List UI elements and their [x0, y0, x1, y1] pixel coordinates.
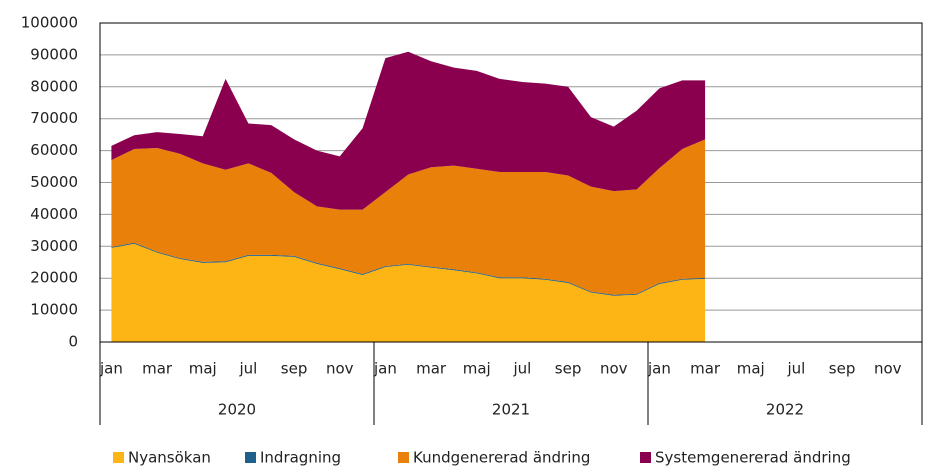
x-tick-label: maj	[463, 360, 491, 378]
area	[111, 51, 706, 210]
x-tick-label: mar	[690, 360, 721, 378]
area	[111, 242, 706, 296]
y-tick-label: 20000	[30, 269, 78, 287]
y-tick-label: 60000	[30, 141, 78, 159]
x-tick-label: jul	[512, 360, 531, 378]
x-tick-label: jan	[647, 360, 671, 378]
y-tick-label: 70000	[30, 109, 78, 127]
plot-border	[99, 22, 923, 343]
legend-swatch	[398, 452, 409, 463]
x-tick-label: nov	[874, 360, 902, 378]
x-tick-label: jul	[238, 360, 257, 378]
legend-label: Nyansökan	[128, 449, 211, 467]
x-tick-label: sep	[281, 360, 308, 378]
year-label: 2022	[766, 401, 804, 419]
area	[111, 139, 706, 295]
y-tick-label: 50000	[30, 173, 78, 191]
legend-label: Kundgenererad ändring	[413, 449, 590, 467]
x-tick-label: jan	[373, 360, 397, 378]
x-tick-label: maj	[737, 360, 765, 378]
x-tick-label: sep	[555, 360, 582, 378]
x-tick-label: mar	[142, 360, 173, 378]
y-tick-label: 30000	[30, 237, 78, 255]
y-tick-label: 100000	[21, 14, 78, 32]
x-tick-label: mar	[416, 360, 447, 378]
y-tick-label: 80000	[30, 77, 78, 95]
x-tick-label: jan	[99, 360, 123, 378]
area	[111, 243, 706, 342]
x-tick-label: maj	[189, 360, 217, 378]
x-tick-label: jul	[786, 360, 805, 378]
x-tick-label: sep	[829, 360, 856, 378]
legend-swatch	[640, 452, 651, 463]
year-label: 2021	[492, 401, 530, 419]
legend-swatch	[245, 452, 256, 463]
x-tick-label: nov	[600, 360, 628, 378]
y-tick-label: 10000	[30, 301, 78, 319]
y-tick-label: 40000	[30, 205, 78, 223]
legend-label: Systemgenererad ändring	[655, 449, 851, 467]
x-tick-label: nov	[326, 360, 354, 378]
legend-swatch	[113, 452, 124, 463]
y-tick-label: 0	[68, 333, 78, 351]
y-tick-label: 90000	[30, 45, 78, 63]
legend-label: Indragning	[260, 449, 341, 467]
year-label: 2020	[218, 401, 256, 419]
